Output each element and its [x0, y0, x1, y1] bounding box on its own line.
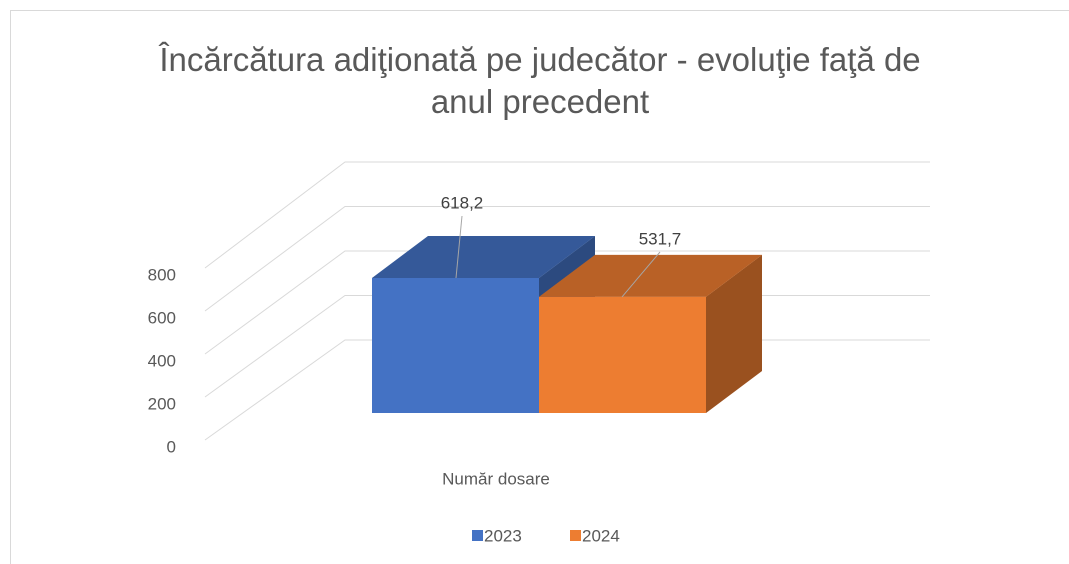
data-label: 618,2 — [441, 193, 484, 212]
legend-label: 2024 — [582, 526, 620, 545]
y-tick-label: 0 — [167, 437, 176, 456]
chart-title: Încărcătura adiţionată pe judecător - ev… — [158, 41, 920, 120]
y-tick-label: 400 — [148, 351, 176, 370]
bar-front — [372, 278, 539, 413]
bar-top — [372, 236, 595, 279]
grid-line — [204, 250, 930, 355]
legend-swatch — [472, 530, 483, 541]
grid-line — [204, 206, 930, 312]
leader-line — [621, 251, 661, 298]
bar-front — [539, 296, 706, 413]
x-tick-label: Număr dosare — [442, 469, 550, 488]
leader-line — [455, 215, 463, 279]
bar-top — [539, 254, 762, 297]
data-label: 531,7 — [639, 229, 682, 248]
y-tick-label: 200 — [148, 394, 176, 413]
bar-side — [706, 254, 762, 413]
y-tick-label: 600 — [148, 308, 176, 327]
grid-line — [204, 161, 930, 269]
bar-side-shade — [706, 254, 762, 413]
bar-top-shade — [539, 254, 762, 297]
y-tick-label: 800 — [148, 265, 176, 284]
legend-label: 2023 — [484, 526, 522, 545]
bar-top-shade — [372, 236, 595, 279]
bar — [539, 254, 762, 413]
legend-swatch — [570, 530, 581, 541]
